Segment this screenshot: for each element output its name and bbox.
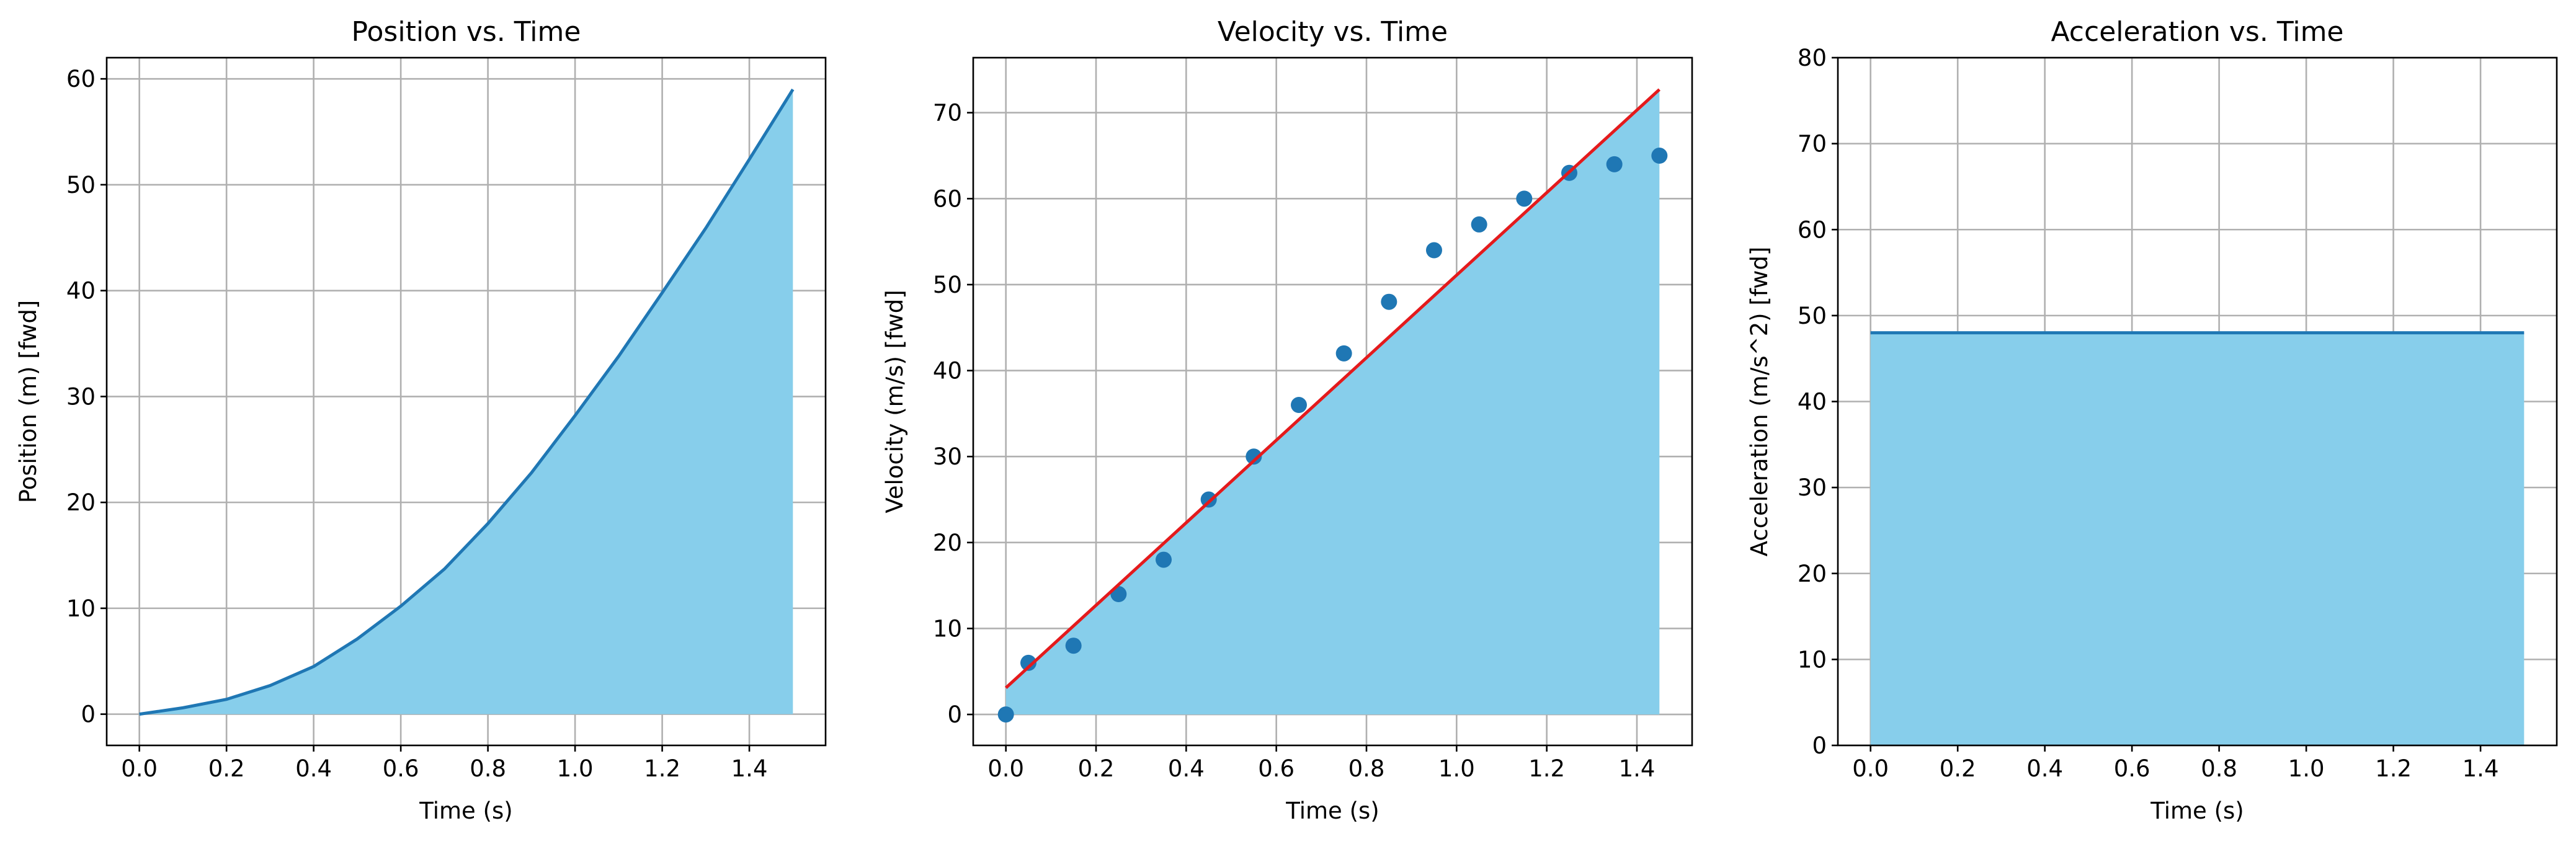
position-ytick-label: 60 — [66, 66, 96, 92]
acceleration-xtick-label: 0.0 — [1852, 755, 1889, 782]
velocity-chart-title: Velocity vs. Time — [1218, 16, 1448, 48]
position-xtick-label: 1.4 — [731, 755, 768, 782]
acceleration-chart-xlabel: Time (s) — [2150, 797, 2244, 824]
velocity-xtick-label: 0.2 — [1078, 755, 1115, 782]
acceleration-ytick-label: 70 — [1798, 131, 1827, 158]
acceleration-ytick-label: 0 — [1812, 732, 1827, 759]
acceleration-xtick-label: 1.2 — [2375, 755, 2412, 782]
velocity-data-point — [1291, 397, 1308, 414]
position-series-line — [139, 88, 795, 716]
acceleration-xtick-label: 1.0 — [2288, 755, 2325, 782]
velocity-data-point — [1516, 190, 1533, 207]
velocity-chart-yticks: 0 10 20 30 40 50 60 70 — [933, 100, 973, 728]
position-chart: 0.0 0.2 0.4 0.6 0.8 1.0 1.2 1.4 0 10 20 30 40 50 60 P… — [15, 16, 827, 824]
acceleration-chart-ylabel: Acceleration (m/s^2) [fwd] — [1746, 247, 1773, 557]
velocity-xtick-label: 1.0 — [1438, 755, 1475, 782]
acceleration-xtick-label: 1.4 — [2462, 755, 2499, 782]
position-chart-xlabel: Time (s) — [419, 797, 512, 824]
acceleration-chart: 0.0 0.2 0.4 0.6 0.8 1.0 1.2 1.4 0 10 20 30 40 50 60 70… — [1746, 16, 2558, 824]
velocity-ytick-label: 70 — [933, 100, 962, 127]
velocity-data-point — [1200, 491, 1217, 508]
acceleration-area-fill — [1870, 332, 2525, 745]
velocity-chart: 0.0 0.2 0.4 0.6 0.8 1.0 1.2 1.4 0 10 20 30 40 50 60 70… — [881, 16, 1693, 824]
position-ytick-label: 0 — [81, 701, 96, 728]
position-ytick-label: 50 — [66, 172, 96, 198]
velocity-data-point — [1065, 637, 1082, 654]
position-chart-title: Position vs. Time — [352, 16, 581, 48]
velocity-ytick-label: 30 — [933, 443, 962, 470]
velocity-data-point — [1471, 216, 1487, 233]
position-ytick-label: 20 — [66, 489, 96, 516]
velocity-xtick-label: 0.8 — [1348, 755, 1385, 782]
acceleration-ytick-label: 20 — [1798, 561, 1827, 587]
acceleration-ytick-label: 30 — [1798, 474, 1827, 501]
position-xtick-label: 1.2 — [644, 755, 680, 782]
position-xtick-label: 1.0 — [557, 755, 594, 782]
acceleration-xtick-label: 0.4 — [2026, 755, 2063, 782]
position-ytick-label: 40 — [66, 278, 96, 304]
velocity-chart-xlabel: Time (s) — [1285, 797, 1379, 824]
velocity-area-fill — [1005, 89, 1660, 715]
position-chart-ylabel: Position (m) [fwd] — [15, 300, 42, 504]
position-chart-yticks: 0 10 20 30 40 50 60 — [66, 66, 107, 728]
velocity-ytick-label: 0 — [947, 701, 962, 728]
velocity-data-point — [1381, 293, 1397, 310]
velocity-data-point — [1246, 448, 1262, 465]
position-xtick-label: 0.0 — [121, 755, 158, 782]
velocity-xtick-label: 0.6 — [1258, 755, 1295, 782]
position-ytick-label: 10 — [66, 595, 96, 622]
position-xtick-label: 0.4 — [295, 755, 332, 782]
velocity-xtick-label: 0.4 — [1168, 755, 1205, 782]
acceleration-ytick-label: 10 — [1798, 646, 1827, 673]
acceleration-ytick-label: 60 — [1798, 216, 1827, 243]
acceleration-chart-plot — [1870, 331, 2525, 745]
velocity-data-point — [1335, 345, 1352, 362]
acceleration-xtick-label: 0.6 — [2114, 755, 2150, 782]
velocity-chart-plot — [997, 88, 1668, 723]
velocity-chart-frame — [972, 56, 1693, 747]
position-chart-xticks: 0.0 0.2 0.4 0.6 0.8 1.0 1.2 1.4 — [121, 745, 767, 782]
velocity-data-point — [1606, 156, 1623, 172]
velocity-chart-ylabel: Velocity (m/s) [fwd] — [881, 290, 908, 513]
velocity-xtick-label: 1.2 — [1528, 755, 1565, 782]
position-xtick-label: 0.2 — [208, 755, 245, 782]
acceleration-ytick-label: 50 — [1798, 303, 1827, 329]
position-xtick-label: 0.8 — [470, 755, 506, 782]
velocity-ytick-label: 20 — [933, 530, 962, 556]
acceleration-ytick-label: 40 — [1798, 389, 1827, 415]
position-xtick-label: 0.6 — [383, 755, 419, 782]
velocity-chart-xticks: 0.0 0.2 0.4 0.6 0.8 1.0 1.2 1.4 — [987, 745, 1655, 782]
velocity-data-point — [1156, 551, 1172, 568]
velocity-data-point — [1651, 148, 1668, 164]
position-ytick-label: 30 — [66, 383, 96, 410]
position-chart-frame — [105, 56, 827, 747]
velocity-ytick-label: 10 — [933, 615, 962, 642]
velocity-xtick-label: 0.0 — [987, 755, 1024, 782]
position-area-fill — [139, 89, 793, 714]
acceleration-xtick-label: 0.8 — [2201, 755, 2237, 782]
velocity-ytick-label: 40 — [933, 358, 962, 384]
velocity-fit-line — [1004, 88, 1661, 689]
velocity-data-point — [997, 706, 1014, 723]
acceleration-chart-title: Acceleration vs. Time — [2051, 16, 2343, 48]
velocity-data-point — [1020, 654, 1037, 671]
position-chart-plot — [139, 88, 795, 716]
acceleration-chart-yticks: 0 10 20 30 40 50 60 70 80 — [1798, 45, 1838, 759]
velocity-ytick-label: 50 — [933, 272, 962, 298]
velocity-ytick-label: 60 — [933, 185, 962, 212]
acceleration-chart-xticks: 0.0 0.2 0.4 0.6 0.8 1.0 1.2 1.4 — [1852, 745, 2498, 782]
velocity-data-point — [1425, 242, 1442, 259]
acceleration-ytick-label: 80 — [1798, 45, 1827, 71]
velocity-xtick-label: 1.4 — [1619, 755, 1656, 782]
acceleration-xtick-label: 0.2 — [1940, 755, 1976, 782]
